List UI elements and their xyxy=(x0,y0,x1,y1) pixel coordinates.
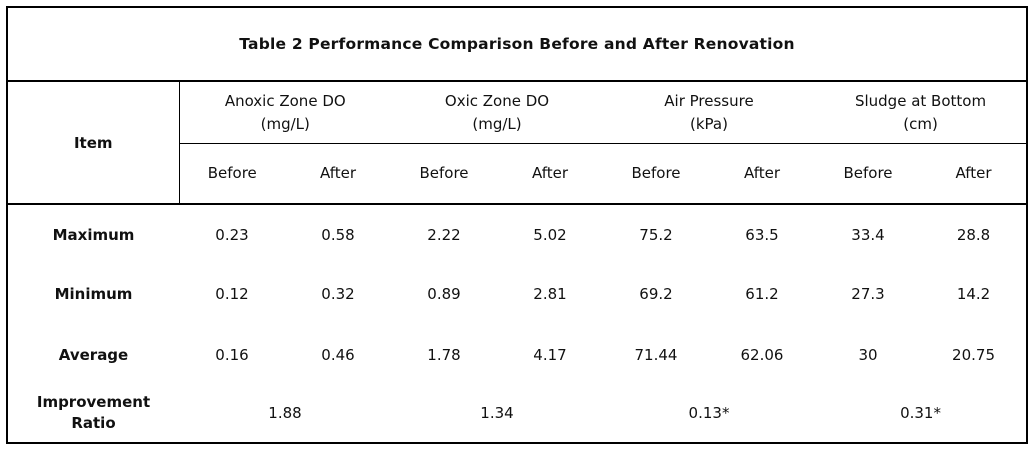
cell-value-merged: 1.88 xyxy=(268,404,302,423)
table-title: Table 2 Performance Comparison Before an… xyxy=(7,7,1028,83)
cell-value: 2.81 xyxy=(533,285,567,304)
cell-value: 27.3 xyxy=(851,285,885,304)
cell-value: 63.5 xyxy=(745,225,779,244)
cell-value: 14.2 xyxy=(956,285,991,304)
cell-value: 0.16 xyxy=(215,345,249,364)
row-label: Average xyxy=(58,345,129,364)
table-row-average: Average 0.16 0.46 1.78 4.17 71.44 62.06 … xyxy=(7,324,1027,384)
cell-value-merged: 1.34 xyxy=(480,404,514,423)
cell-value: 0.46 xyxy=(321,345,355,364)
group-header-row: Item Anoxic Zone DO (mg/L) Oxic Zone DO … xyxy=(7,81,1028,205)
subheader-before: Before xyxy=(179,143,285,205)
cell-value: 30 xyxy=(858,345,878,364)
cell-value: 0.32 xyxy=(321,285,355,304)
group-unit: (cm) xyxy=(903,114,938,133)
subheader-before: Before xyxy=(391,143,497,205)
row-label: Improvement Ratio xyxy=(7,385,179,443)
row-label: Maximum xyxy=(52,225,135,244)
cell-value: 28.8 xyxy=(956,225,991,244)
cell-value: 4.17 xyxy=(533,345,567,364)
group-name: Anoxic Zone DO xyxy=(224,92,346,111)
cell-value: 62.06 xyxy=(740,345,784,364)
subheader-after: After xyxy=(709,143,815,205)
cell-value: 20.75 xyxy=(952,345,995,364)
group-name: Oxic Zone DO xyxy=(444,92,550,111)
item-header: Item xyxy=(7,81,180,205)
cell-value: 33.4 xyxy=(851,225,885,244)
table-row-maximum: Maximum 0.23 0.58 2.22 5.02 75.2 63.5 33… xyxy=(7,204,1027,264)
group-header-air-pressure: Air Pressure (kPa) xyxy=(603,81,815,145)
subheader-after: After xyxy=(497,143,603,205)
group-header-oxic-zone-do: Oxic Zone DO (mg/L) xyxy=(391,81,603,145)
table-title-row: Table 2 Performance Comparison Before an… xyxy=(7,7,1028,83)
group-header-sludge-at-bottom: Sludge at Bottom (cm) xyxy=(815,81,1028,145)
cell-value-merged: 0.13* xyxy=(688,404,730,423)
subheader-after: After xyxy=(285,143,391,205)
group-header-anoxic-zone-do: Anoxic Zone DO (mg/L) xyxy=(179,81,391,145)
cell-value: 75.2 xyxy=(639,225,673,244)
subheader-after: After xyxy=(921,143,1028,205)
group-unit: (mg/L) xyxy=(472,114,522,133)
performance-table: Table 2 Performance Comparison Before an… xyxy=(6,6,1029,444)
cell-value: 2.22 xyxy=(427,225,461,244)
row-label: Minimum xyxy=(54,285,133,304)
cell-value: 0.89 xyxy=(427,285,461,304)
table-row-improvement-ratio: Improvement Ratio 1.88 1.34 0.13* 0.31* xyxy=(7,385,1027,443)
improvement-ratio-label: Improvement Ratio xyxy=(36,392,151,433)
group-unit: (kPa) xyxy=(690,114,728,133)
cell-value-merged: 0.31* xyxy=(900,404,941,423)
table-row-minimum: Minimum 0.12 0.32 0.89 2.81 69.2 61.2 27… xyxy=(7,264,1027,324)
subheader-before: Before xyxy=(815,143,921,205)
cell-value: 5.02 xyxy=(533,225,567,244)
group-unit: (mg/L) xyxy=(260,114,310,133)
cell-value: 0.12 xyxy=(215,285,249,304)
cell-value: 0.58 xyxy=(321,225,355,244)
cell-value: 71.44 xyxy=(634,345,678,364)
cell-value: 69.2 xyxy=(639,285,673,304)
group-name: Air Pressure xyxy=(664,92,754,111)
cell-value: 0.23 xyxy=(215,225,249,244)
subheader-before: Before xyxy=(603,143,709,205)
group-name: Sludge at Bottom xyxy=(854,92,987,111)
cell-value: 1.78 xyxy=(427,345,461,364)
subheader-row: Before After Before After Before After B… xyxy=(7,143,1028,205)
cell-value: 61.2 xyxy=(745,285,779,304)
